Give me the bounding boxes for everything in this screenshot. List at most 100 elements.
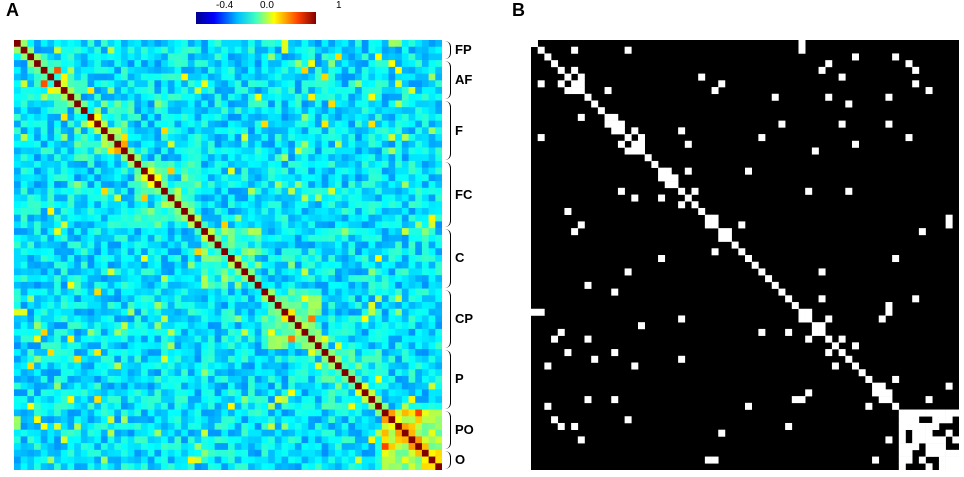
heatmap-cell (207, 160, 215, 168)
heatmap-cell (74, 436, 82, 444)
heatmap-cell (14, 87, 21, 95)
heatmap-cell (274, 302, 282, 310)
heatmap-cell (254, 140, 262, 148)
heatmap-cell (241, 60, 249, 68)
heatmap-cell (341, 288, 349, 296)
heatmap-cell (34, 221, 42, 229)
heatmap-cell (54, 268, 62, 276)
heatmap-cell (228, 100, 235, 108)
heatmap-cell (147, 396, 155, 404)
heatmap-cell (134, 422, 142, 430)
heatmap-cell (408, 160, 416, 168)
heatmap-cell (254, 160, 262, 168)
heatmap-cell (421, 288, 429, 296)
heatmap-cell (254, 53, 262, 61)
heatmap-cell (167, 100, 175, 108)
heatmap-cell (201, 355, 209, 363)
heatmap-cell (428, 127, 436, 135)
heatmap-cell (194, 181, 202, 189)
heatmap-cell (261, 40, 269, 48)
heatmap-cell (355, 40, 363, 48)
heatmap-cell (127, 66, 135, 74)
heatmap-cell (80, 100, 88, 108)
heatmap-cell (141, 302, 149, 310)
heatmap-cell (288, 228, 296, 236)
heatmap-cell (228, 402, 235, 410)
heatmap-cell (207, 174, 215, 182)
heatmap-cell (54, 113, 62, 121)
heatmap-cell (94, 255, 102, 263)
correlation-heatmap (14, 40, 442, 470)
heatmap-cell (147, 389, 155, 397)
heatmap-cell (127, 248, 135, 256)
heatmap-cell (14, 181, 21, 189)
heatmap-cell (207, 295, 215, 303)
heatmap-cell (408, 268, 416, 276)
heatmap-cell (54, 53, 62, 61)
heatmap-cell (214, 181, 222, 189)
heatmap-cell (94, 349, 102, 357)
heatmap-cell (375, 181, 383, 189)
heatmap-cell (147, 315, 155, 323)
heatmap-cell (435, 328, 442, 336)
heatmap-cell (241, 429, 249, 437)
heatmap-cell (207, 228, 215, 236)
heatmap-cell (388, 53, 396, 61)
heatmap-cell (294, 113, 302, 121)
heatmap-cell (134, 315, 142, 323)
heatmap-cell (308, 402, 316, 410)
heatmap-cell (228, 53, 235, 61)
heatmap-cell (221, 335, 229, 343)
heatmap-cell (301, 167, 309, 175)
heatmap-cell (114, 335, 122, 343)
heatmap-cell (388, 268, 396, 276)
heatmap-cell (435, 281, 442, 289)
heatmap-cell (87, 449, 95, 457)
heatmap-cell (27, 255, 35, 263)
heatmap-cell (167, 396, 175, 404)
heatmap-cell (381, 228, 389, 236)
adjacency-cell (845, 355, 853, 363)
heatmap-cell (74, 234, 82, 242)
heatmap-cell (294, 328, 302, 336)
heatmap-cell (341, 268, 349, 276)
heatmap-cell (228, 66, 235, 74)
heatmap-cell (395, 194, 403, 202)
heatmap-cell (281, 322, 289, 330)
heatmap-cell (134, 369, 142, 377)
heatmap-cell (127, 443, 135, 451)
heatmap-cell (388, 463, 396, 470)
heatmap-cell (47, 174, 55, 182)
heatmap-cell (221, 113, 229, 121)
heatmap-cell (141, 167, 149, 175)
heatmap-cell (80, 134, 88, 142)
heatmap-cell (121, 154, 128, 162)
heatmap-cell (335, 214, 342, 222)
heatmap-cell (40, 228, 48, 236)
heatmap-cell (214, 194, 222, 202)
heatmap-cell (27, 174, 35, 182)
heatmap-cell (428, 463, 436, 470)
heatmap-cell (87, 322, 95, 330)
heatmap-cell (100, 140, 108, 148)
adjacency-cell (805, 308, 813, 316)
heatmap-cell (74, 93, 82, 101)
heatmap-cell (388, 335, 396, 343)
heatmap-cell (355, 315, 363, 323)
heatmap-cell (234, 53, 242, 61)
heatmap-cell (194, 127, 202, 135)
heatmap-cell (47, 113, 55, 121)
heatmap-cell (161, 140, 169, 148)
heatmap-cell (141, 174, 149, 182)
heatmap-cell (134, 60, 142, 68)
heatmap-cell (121, 53, 128, 61)
heatmap-cell (274, 127, 282, 135)
heatmap-cell (281, 120, 289, 128)
heatmap-cell (228, 429, 235, 437)
heatmap-cell (321, 46, 329, 54)
heatmap-cell (301, 342, 309, 350)
heatmap-cell (34, 288, 42, 296)
heatmap-cell (241, 174, 249, 182)
heatmap-cell (40, 362, 48, 370)
heatmap-cell (167, 355, 175, 363)
